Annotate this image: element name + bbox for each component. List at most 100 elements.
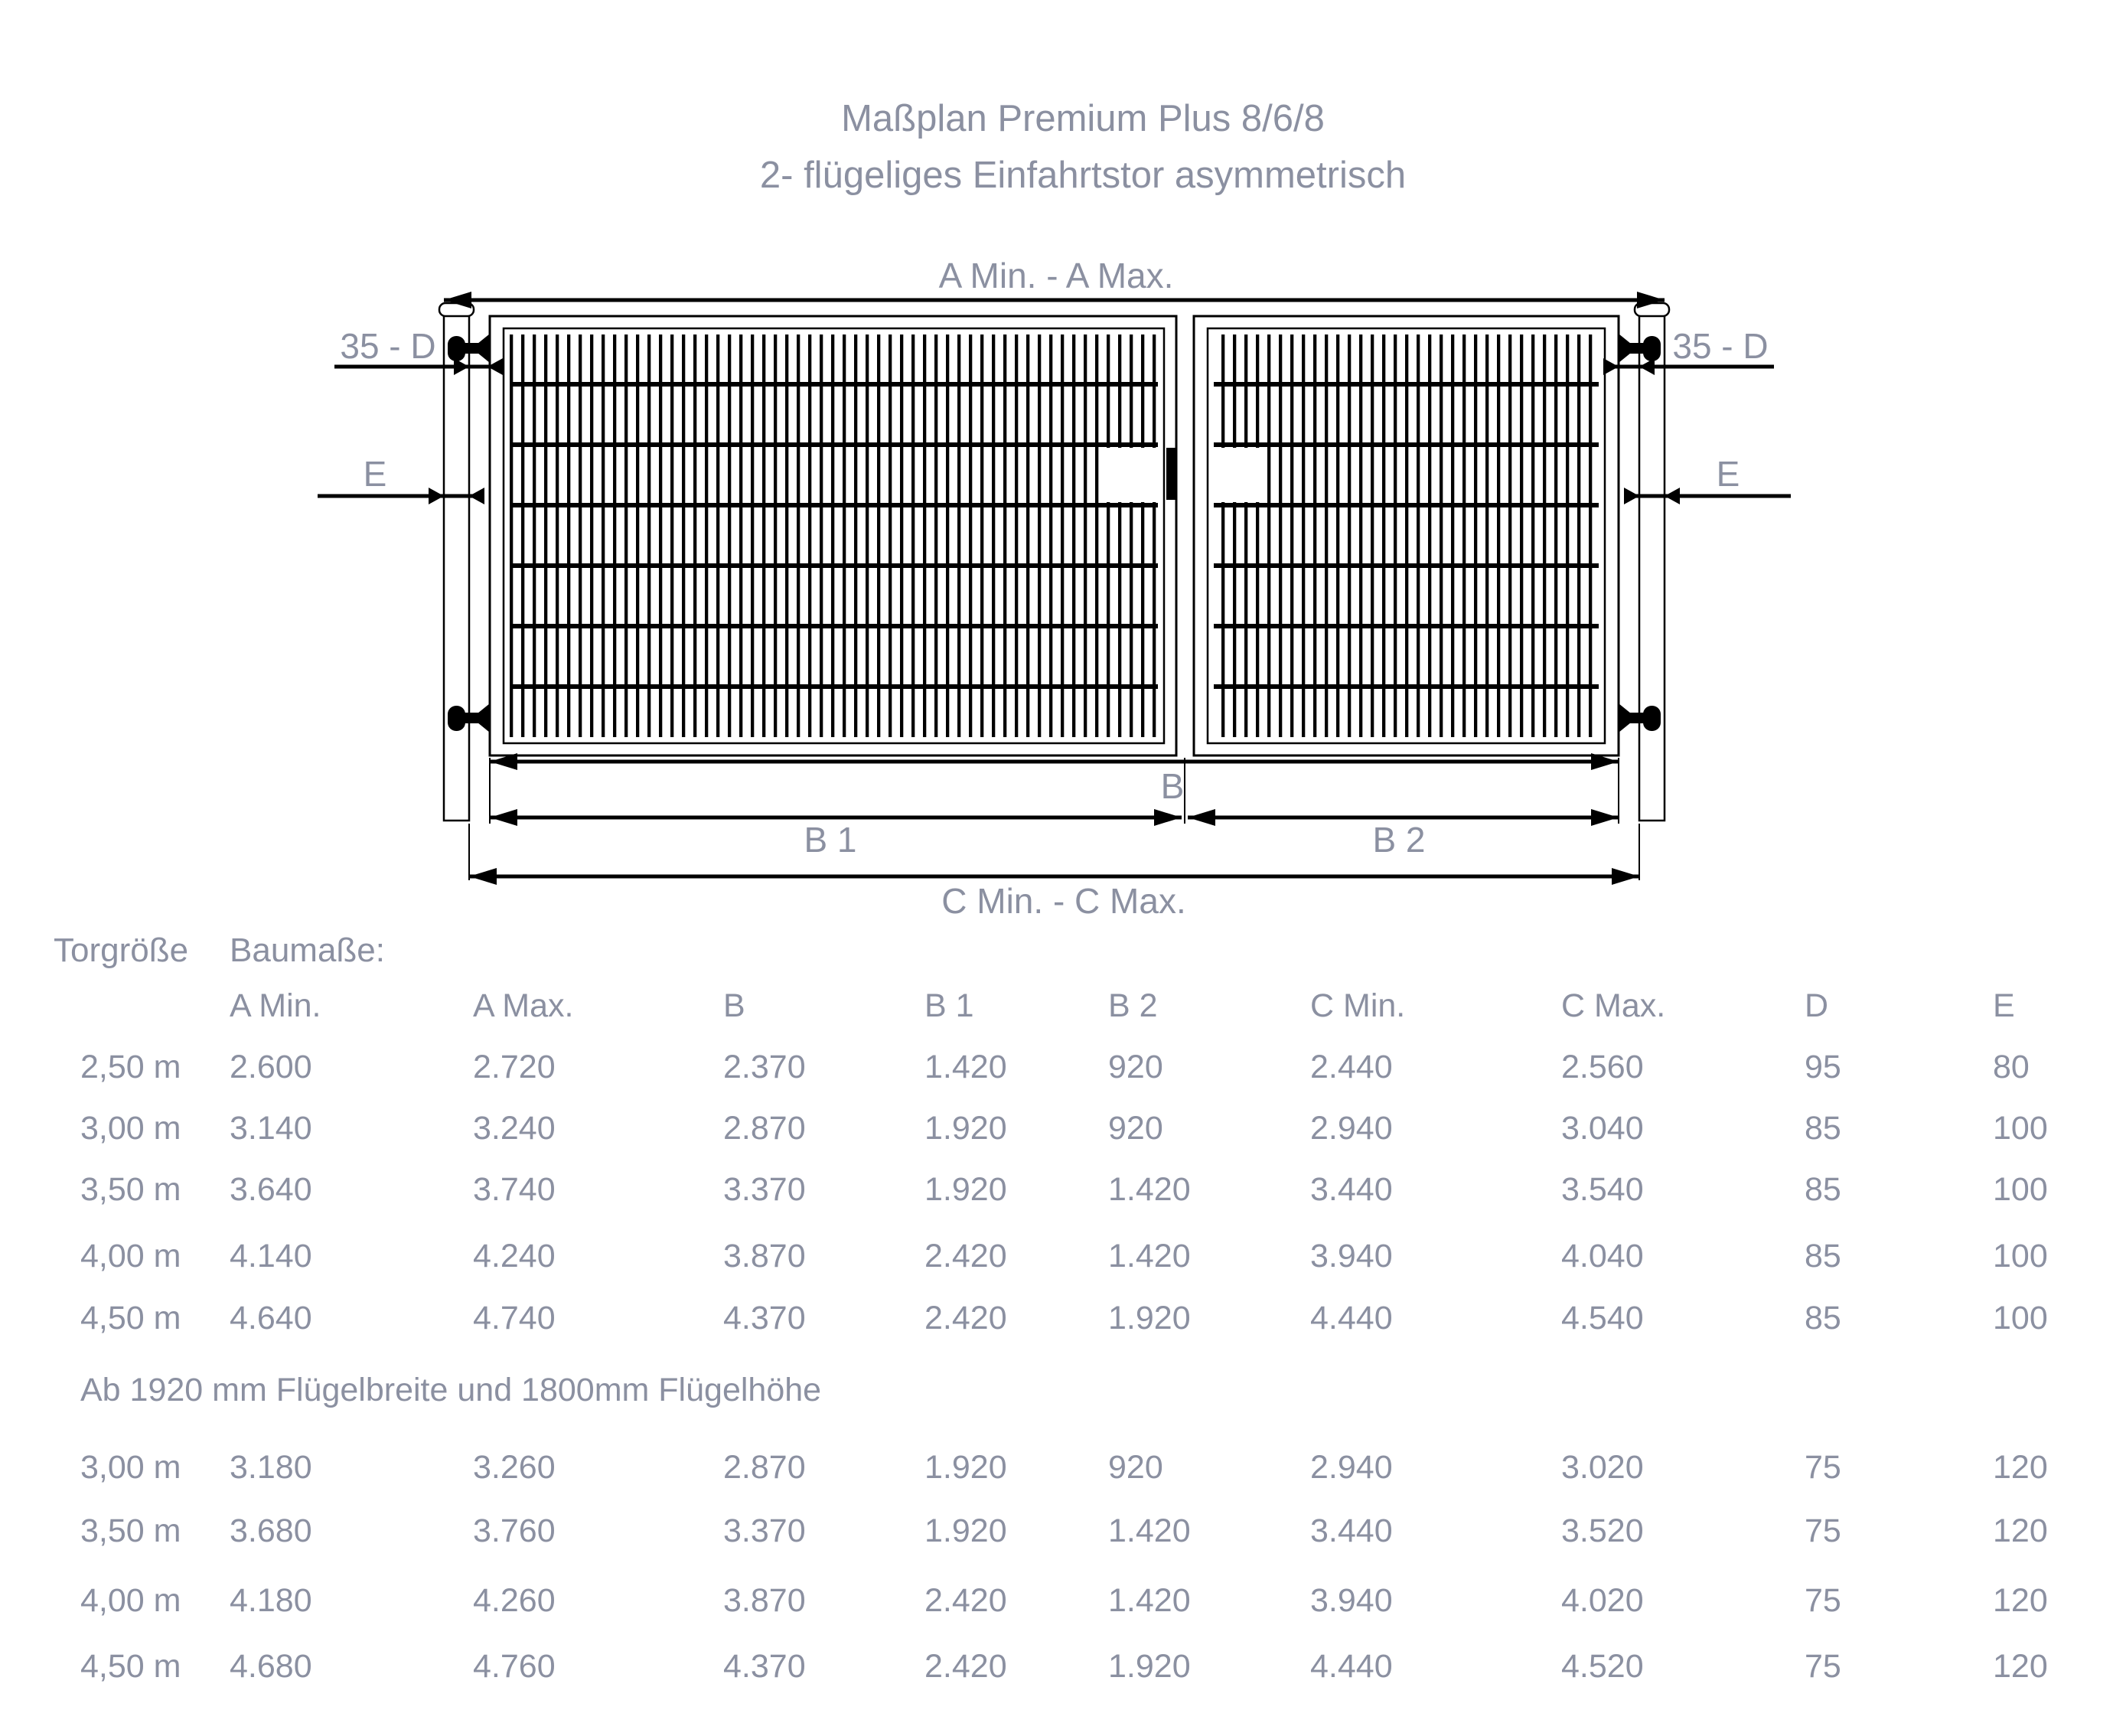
table-cell: 4.760 — [473, 1648, 556, 1685]
table-cell: 4.020 — [1561, 1582, 1644, 1619]
dimension-e-left-label: E — [364, 454, 387, 494]
table-cell: 3.540 — [1561, 1171, 1644, 1208]
table-cell: 2.720 — [473, 1049, 556, 1085]
table-cell: 3.260 — [473, 1449, 556, 1486]
page-title: Maßplan Premium Plus 8/6/8 2- flügeliges… — [20, 90, 2126, 204]
dimension-e-left: E — [318, 454, 484, 504]
table-cell: 3.760 — [473, 1512, 556, 1549]
row-label: 3,00 m — [80, 1449, 181, 1486]
extension-lines — [468, 758, 1640, 880]
table-cell: C Min. — [1310, 987, 1406, 1024]
row-label: 4,00 m — [80, 1582, 181, 1619]
right-hinge-bottom — [1619, 703, 1661, 733]
table-cell: 1.920 — [924, 1449, 1007, 1486]
table-row: 4,00 m 4.140 4.240 3.870 2.420 1.420 3.940 4.04… — [0, 1236, 2126, 1276]
table-cell: 4.440 — [1310, 1300, 1393, 1336]
right-gate-wing — [1192, 315, 1620, 757]
table-cell: 4.140 — [230, 1238, 312, 1274]
table-cell: 920 — [1108, 1110, 1163, 1147]
table-cell: 1.920 — [1108, 1300, 1191, 1336]
dimension-e-right-label: E — [1717, 454, 1740, 494]
table-cell: 85 — [1805, 1110, 1841, 1147]
table-cell: C Max. — [1561, 987, 1666, 1024]
table-cell: 3.020 — [1561, 1449, 1644, 1486]
table-cell: 100 — [1993, 1300, 2048, 1336]
table-cell: A Min. — [230, 987, 321, 1024]
table-cell: 3.940 — [1310, 1238, 1393, 1274]
table-cell: B — [723, 987, 745, 1024]
left-gate-wing — [488, 315, 1178, 757]
table-cell: 120 — [1993, 1648, 2048, 1685]
table-cell: 1.420 — [924, 1049, 1007, 1085]
row-label: 4,00 m — [80, 1238, 181, 1274]
table-cell: 80 — [1993, 1049, 2030, 1085]
gate-diagram: A Min. - A Max. 35 - D 35 - D E E B — [318, 256, 1791, 921]
table-cell: 2.420 — [924, 1648, 1007, 1685]
table-cell: 2.370 — [723, 1049, 806, 1085]
right-wing-rails — [1214, 382, 1599, 689]
right-hinge-top — [1619, 334, 1661, 363]
table-cell: 100 — [1993, 1110, 2048, 1147]
table-cell: 4.370 — [723, 1300, 806, 1336]
table-cell: 920 — [1108, 1449, 1163, 1486]
table-cell: 2.420 — [924, 1238, 1007, 1274]
table-cell: 120 — [1993, 1449, 2048, 1486]
dimension-b2-label: B 2 — [1372, 820, 1425, 860]
left-wing-lock-stile — [1106, 448, 1158, 502]
table-cell: 1.420 — [1108, 1512, 1191, 1549]
table-cell: 920 — [1108, 1049, 1163, 1085]
table-cell: 4.240 — [473, 1238, 556, 1274]
table-cell: 3.180 — [230, 1449, 312, 1486]
table-cell: D — [1805, 987, 1829, 1024]
left-wing-rails — [510, 382, 1158, 689]
table-cell: 2.940 — [1310, 1110, 1393, 1147]
table-row: 4,50 m 4.640 4.740 4.370 2.420 1.920 4.440 4.54… — [0, 1298, 2126, 1338]
table-cell: B 1 — [924, 987, 974, 1024]
column-header-row: A Min. A Max. B B 1 B 2 C Min. C Max. D E — [0, 986, 2126, 1026]
dimension-d-right-label: 35 - D — [1672, 326, 1768, 366]
table-cell: 1.920 — [924, 1512, 1007, 1549]
table-cell: 3.870 — [723, 1238, 806, 1274]
dimension-d-left-label: 35 - D — [340, 326, 435, 366]
table-cell: 4.180 — [230, 1582, 312, 1619]
table-cell: 85 — [1805, 1238, 1841, 1274]
left-wing-mesh — [510, 334, 1158, 737]
dimension-b: B — [490, 753, 1619, 806]
table-cell: 4.260 — [473, 1582, 556, 1619]
row-label: 4,50 m — [80, 1648, 181, 1685]
left-post — [438, 302, 475, 822]
dimension-a: A Min. - A Max. — [444, 256, 1665, 308]
group-header-baumasse: Baumaße: — [230, 932, 385, 969]
table-cell: 75 — [1805, 1449, 1841, 1486]
table-cell: 2.870 — [723, 1449, 806, 1486]
table-cell: 3.440 — [1310, 1171, 1393, 1208]
row-label: 4,50 m — [80, 1300, 181, 1336]
table-cell: 95 — [1805, 1049, 1841, 1085]
dimension-c: C Min. - C Max. — [469, 868, 1639, 921]
table-cell: 1.920 — [1108, 1648, 1191, 1685]
table-cell: 75 — [1805, 1648, 1841, 1685]
page-title-line2: 2- flügeliges Einfahrtstor asymmetrisch — [759, 155, 1407, 196]
dimension-b2: B 2 — [1188, 809, 1619, 860]
table-row: 4,50 m 4.680 4.760 4.370 2.420 1.920 4.440 4.52… — [0, 1646, 2126, 1686]
table-cell: 1.420 — [1108, 1171, 1191, 1208]
table-cell: 2.420 — [924, 1300, 1007, 1336]
table-cell: 4.370 — [723, 1648, 806, 1685]
table-row: 3,00 m 3.180 3.260 2.870 1.920 920 2.940 3.020 7… — [0, 1447, 2126, 1487]
table-cell: 100 — [1993, 1238, 2048, 1274]
table-cell: 2.440 — [1310, 1049, 1393, 1085]
table-cell: 2.420 — [924, 1582, 1007, 1619]
table-cell: 3.740 — [473, 1171, 556, 1208]
right-wing-lock-stile — [1214, 448, 1266, 502]
table-cell: 100 — [1993, 1171, 2048, 1208]
table-row: 3,00 m 3.140 3.240 2.870 1.920 920 2.940 3.040 8… — [0, 1108, 2126, 1148]
table-cell: 4.040 — [1561, 1238, 1644, 1274]
dimension-d-right: 35 - D — [1603, 326, 1774, 375]
dimension-c-label: C Min. - C Max. — [941, 881, 1185, 921]
table-row: 3,50 m 3.640 3.740 3.370 1.920 1.420 3.440 3.54… — [0, 1170, 2126, 1209]
dimension-d-left: 35 - D — [334, 326, 503, 375]
table-cell: 4.640 — [230, 1300, 312, 1336]
row-label: 3,50 m — [80, 1171, 181, 1208]
table-cell: 85 — [1805, 1300, 1841, 1336]
